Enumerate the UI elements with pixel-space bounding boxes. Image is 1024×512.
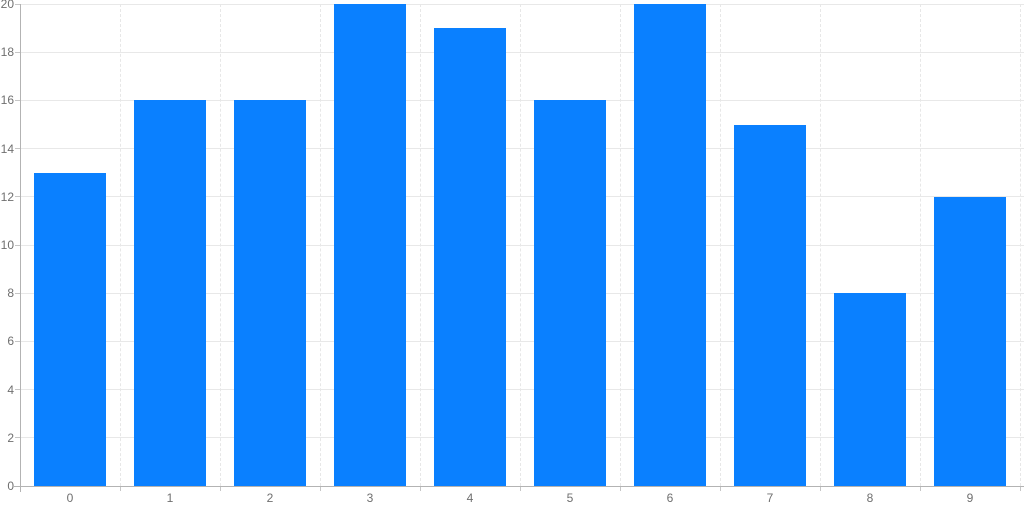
y-tick [15,437,20,439]
y-axis-label: 8 [7,286,14,301]
v-gridline [1019,4,1021,486]
v-gridline [319,4,321,486]
y-tick [15,148,20,150]
x-tick [719,486,721,491]
bar-2[interactable] [234,100,306,486]
v-gridline [119,4,121,486]
x-tick [819,486,821,491]
y-tick [15,3,20,5]
h-gridline [20,389,1024,391]
y-axis-label: 20 [0,0,14,11]
x-axis-label: 3 [366,491,374,505]
bar-7[interactable] [734,124,806,486]
bar-5[interactable] [534,100,606,486]
y-tick [15,244,20,246]
v-gridline [519,4,521,486]
y-tick [15,389,20,391]
y-axis-label: 12 [0,189,14,204]
x-axis-label: 2 [266,491,274,505]
bar-0[interactable] [34,172,106,486]
x-tick [319,486,321,491]
v-gridline [619,4,621,486]
bar-4[interactable] [434,28,506,486]
bar-1[interactable] [134,100,206,486]
v-gridline [919,4,921,486]
x-tick [119,486,121,491]
x-axis-label: 1 [166,491,174,505]
x-tick [1019,486,1021,491]
x-axis-label: 9 [966,491,974,505]
bar-6[interactable] [634,4,706,486]
x-axis-label: 5 [566,491,574,505]
v-gridline [719,4,721,486]
x-axis-line [14,485,1024,487]
v-gridline [419,4,421,486]
y-axis-label: 14 [0,141,14,156]
y-axis-label: 10 [0,238,14,252]
x-axis-label: 6 [666,491,674,505]
y-axis-label: 0 [7,479,14,493]
h-gridline [20,51,1024,53]
y-tick [15,292,20,294]
h-gridline [20,196,1024,198]
h-gridline [20,437,1024,439]
y-tick [15,340,20,342]
x-axis-label: 8 [866,491,874,505]
y-axis-label: 2 [7,430,14,445]
x-tick [619,486,621,491]
h-gridline [20,244,1024,246]
y-axis-label: 16 [0,93,14,108]
bar-3[interactable] [334,4,406,486]
x-axis-label: 4 [466,491,474,505]
v-gridline [819,4,821,486]
h-gridline [20,3,1024,5]
h-gridline [20,148,1024,150]
y-tick [15,99,20,101]
y-tick [15,196,20,198]
y-axis-label: 18 [0,45,14,60]
h-gridline [20,99,1024,101]
y-axis-label: 4 [7,382,14,397]
x-tick [919,486,921,491]
h-gridline [20,340,1024,342]
x-axis-label: 0 [66,491,74,505]
y-axis-label: 6 [7,334,14,349]
x-tick [519,486,521,491]
x-tick [419,486,421,491]
bar-9[interactable] [934,196,1006,486]
x-tick [219,486,221,491]
y-axis-line [19,4,21,492]
x-axis-label: 7 [766,491,774,505]
bar-8[interactable] [834,293,906,486]
v-gridline [219,4,221,486]
y-tick [15,51,20,53]
h-gridline [20,292,1024,294]
